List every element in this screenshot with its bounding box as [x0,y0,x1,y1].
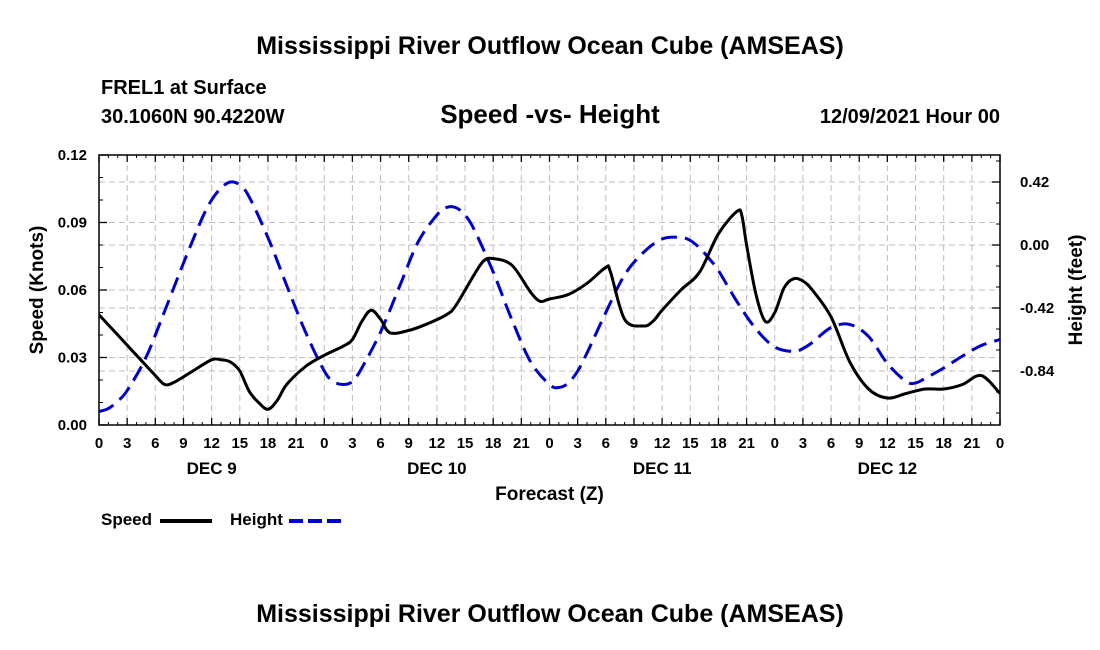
legend-speed-swatch [160,519,212,523]
x-tick-label: 12 [203,435,220,452]
y-tick-label: 0.12 [58,147,87,164]
x-tick-label: 21 [738,435,755,452]
x-tick-label: 12 [429,435,446,452]
station-label: FREL1 at Surface [101,77,267,99]
height-series-line [99,180,1000,413]
x-tick-label: 6 [827,435,835,452]
y2-tick-label: 0.42 [1020,174,1049,191]
axes: 0 3 6 9 12 15 18 21 0 3 6 9 12 15 18 21 0 3 6 9 12 15 18 21 0 3 6 9… [58,147,1055,478]
x-tick-label: 15 [457,435,474,452]
y-tick-label: 0.09 [58,215,87,232]
y-axis-label: Speed (Knots) [27,226,48,355]
x-tick-label: 12 [654,435,671,452]
x-tick-label: 18 [935,435,952,452]
x-tick-label: 9 [855,435,863,452]
y-tick-label: 0.00 [58,417,87,434]
x-tick-label: 9 [405,435,413,452]
x-tick-label: 3 [799,435,807,452]
x-tick-label: 21 [513,435,530,452]
series-layer [99,180,1000,413]
legend-height-label: Height [230,510,283,529]
x-tick-label: 6 [376,435,384,452]
x-axis-label: Forecast (Z) [495,484,604,505]
x-tick-label: 15 [907,435,924,452]
x-tick-label: 15 [231,435,248,452]
x-tick-label: 21 [964,435,981,452]
day-label: DEC 12 [858,459,918,478]
x-tick-label: 0 [771,435,779,452]
x-tick-label: 0 [996,435,1004,452]
x-tick-label: 18 [485,435,502,452]
x-tick-label: 18 [260,435,277,452]
legend-height-swatch [289,519,343,523]
forecast-datetime: 12/09/2021 Hour 00 [819,106,1000,128]
chart-title: Mississippi River Outflow Ocean Cube (AM… [256,32,844,60]
chart-subtitle: Speed -vs- Height [440,99,660,129]
y-tick-label: 0.06 [58,282,87,299]
x-tick-label: 18 [710,435,727,452]
x-tick-label: 15 [682,435,699,452]
x-tick-label: 6 [602,435,610,452]
y2-tick-label: -0.42 [1020,300,1054,317]
x-tick-label: 9 [179,435,187,452]
day-label: DEC 9 [187,459,237,478]
y2-tick-label: 0.00 [1020,237,1049,254]
y2-tick-label: -0.84 [1020,363,1055,380]
x-tick-label: 0 [95,435,103,452]
day-label: DEC 10 [407,459,467,478]
legend-speed-label: Speed [101,510,153,529]
y2-axis-label: Height (feet) [1066,235,1087,346]
x-tick-label: 3 [573,435,581,452]
x-tick-label: 9 [630,435,638,452]
x-tick-label: 0 [320,435,328,452]
coordinates-label: 30.1060N 90.4220W [101,106,285,128]
x-tick-label: 3 [348,435,356,452]
x-tick-label: 3 [123,435,131,452]
x-tick-label: 0 [545,435,553,452]
x-tick-label: 12 [879,435,896,452]
speed-series-line [99,208,1000,411]
x-tick-label: 21 [288,435,305,452]
day-label: DEC 11 [633,459,692,478]
x-tick-label: 6 [151,435,159,452]
y-tick-label: 0.03 [58,350,87,367]
chart-title-bottom: Mississippi River Outflow Ocean Cube (AM… [256,600,844,628]
